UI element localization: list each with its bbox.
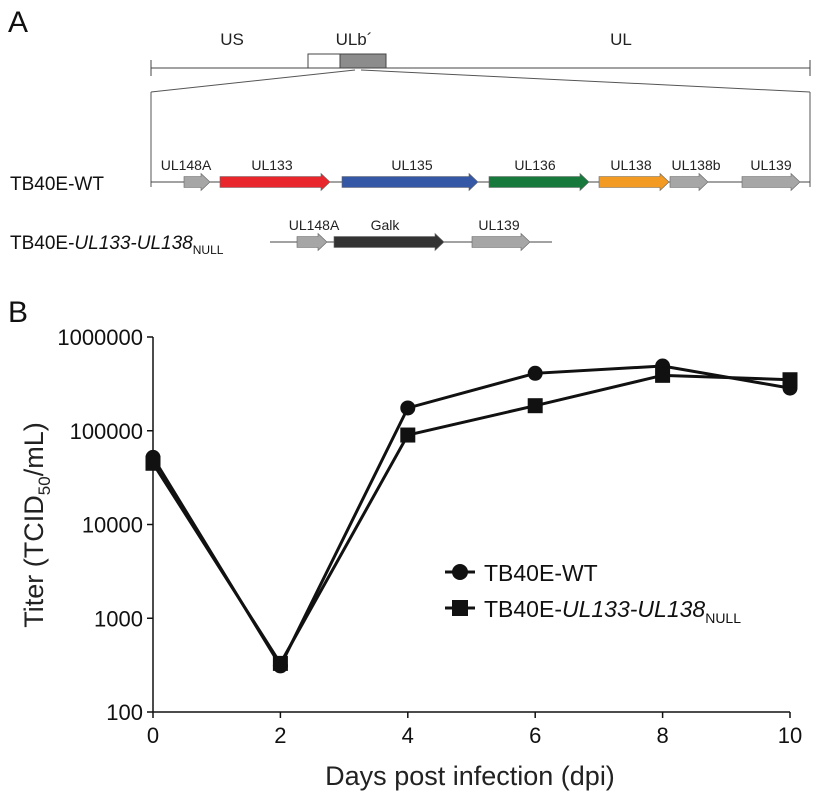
legend-marker-wt xyxy=(452,564,468,580)
wt-gene-label-ul135: UL135 xyxy=(391,157,432,173)
y-axis-label-prefix: Titer (TCID xyxy=(19,495,49,627)
data-point-null xyxy=(145,455,161,471)
null-gene-label-galk: Galk xyxy=(371,217,401,233)
panel-b-label: B xyxy=(8,296,28,329)
ulb-region-box xyxy=(339,53,387,69)
y-tick-label: 10000 xyxy=(82,513,143,538)
legend-null-sub: NULL xyxy=(705,610,741,626)
x-tick-label: 2 xyxy=(274,723,286,748)
wt-gene-arrow-ul136 xyxy=(488,172,590,192)
y-tick-label: 1000 xyxy=(94,606,143,631)
y-tick-label: 100 xyxy=(106,700,143,725)
null-gene-label-ul139: UL139 xyxy=(478,217,519,233)
null-track: TB40E-UL133-UL138NULL UL148A Galk UL139 xyxy=(10,217,552,257)
titer-chart: 100 1000 10000 100000 1000000 0 2 4 6 8 10 Days p… xyxy=(19,325,802,791)
ul-label: UL xyxy=(610,30,632,49)
null-gene-label-ul148a: UL148A xyxy=(289,217,340,233)
wt-gene-label-ul138: UL138 xyxy=(610,157,651,173)
data-point-wt xyxy=(527,365,543,381)
panel-a: A US ULb´ UL TB40E-WT UL148A UL133 UL135 UL… xyxy=(8,6,811,257)
y-tick-label: 1000000 xyxy=(57,325,143,350)
null-gene-arrow-galk xyxy=(333,232,445,252)
x-axis-label: Days post infection (dpi) xyxy=(325,761,615,791)
x-tick-label: 8 xyxy=(656,723,668,748)
y-axis-label-sub: 50 xyxy=(35,476,54,495)
null-label-prefix: TB40E- xyxy=(10,233,74,254)
wt-gene-label-ul138b: UL138b xyxy=(671,157,720,173)
data-point-null xyxy=(782,372,798,388)
panel-b: B 100 1000 10000 100000 1000000 0 2 4 6 8 10 Days… xyxy=(8,296,802,791)
y-axis-label-suffix: /mL) xyxy=(19,422,49,476)
wt-gene-label-ul136: UL136 xyxy=(514,157,555,173)
data-point-null xyxy=(400,427,416,443)
data-point-null xyxy=(527,398,543,414)
ulb-label: ULb´ xyxy=(336,30,373,49)
data-point-null xyxy=(655,367,671,383)
wt-gene-label-ul133: UL133 xyxy=(251,157,292,173)
zoom-line-right xyxy=(360,69,811,93)
y-axis-label: Titer (TCID50/mL) xyxy=(19,422,54,627)
wt-gene-arrow-ul133 xyxy=(219,172,331,192)
legend: TB40E-WT TB40E-UL133-UL138NULL xyxy=(445,560,741,626)
x-tick-label: 10 xyxy=(778,723,802,748)
wt-gene-label-ul139: UL139 xyxy=(750,157,791,173)
legend-null-italic: UL133-UL138 xyxy=(562,596,705,622)
x-tick-label: 4 xyxy=(402,723,414,748)
null-track-label: TB40E-UL133-UL138NULL xyxy=(10,233,224,257)
legend-label-wt: TB40E-WT xyxy=(484,560,598,586)
zoom-line-left xyxy=(150,69,356,93)
y-tick-label: 100000 xyxy=(70,419,143,444)
us-region-box xyxy=(307,53,341,69)
wt-gene-arrow-ul148a xyxy=(183,172,211,192)
x-tick-label: 6 xyxy=(529,723,541,748)
null-label-sub: NULL xyxy=(193,243,224,257)
genome-map: US ULb´ UL xyxy=(150,30,811,187)
panel-a-label: A xyxy=(8,6,28,39)
wt-gene-arrow-ul139 xyxy=(741,172,801,192)
null-gene-arrow-ul139 xyxy=(471,232,531,252)
wt-gene-arrow-ul138b xyxy=(669,172,709,192)
x-tick-label: 0 xyxy=(147,723,159,748)
wt-track-label: TB40E-WT xyxy=(10,174,104,195)
null-gene-arrow-ul148a xyxy=(296,232,328,252)
data-point-null xyxy=(272,655,288,671)
wt-track: TB40E-WT UL148A UL133 UL135 UL136 UL138 UL138… xyxy=(10,157,810,195)
series-line-null xyxy=(151,373,791,667)
us-label: US xyxy=(220,30,244,49)
data-point-wt xyxy=(400,400,416,416)
legend-null-prefix: TB40E- xyxy=(484,596,562,622)
null-label-italic: UL133-UL138 xyxy=(74,233,193,254)
wt-gene-arrow-ul138 xyxy=(598,172,670,192)
wt-gene-label-ul148a: UL148A xyxy=(161,157,212,173)
wt-gene-arrow-ul135 xyxy=(341,172,479,192)
legend-marker-null xyxy=(452,600,468,616)
legend-label-null: TB40E-UL133-UL138NULL xyxy=(484,596,741,626)
